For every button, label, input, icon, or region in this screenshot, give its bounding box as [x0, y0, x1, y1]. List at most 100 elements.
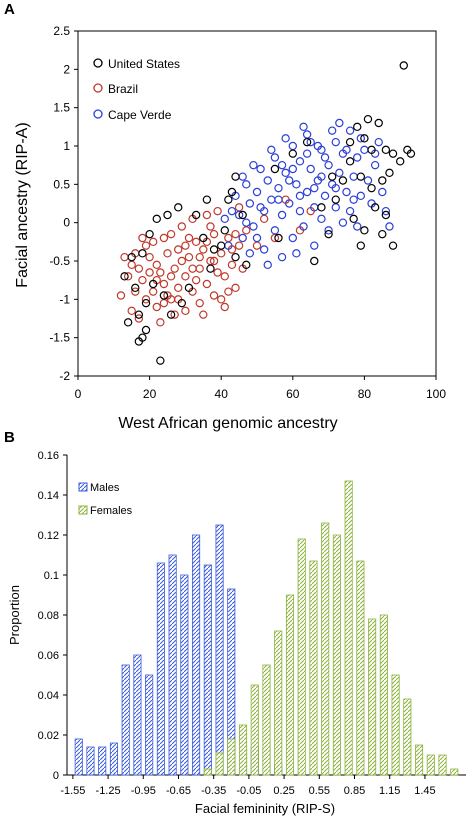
point-brazil	[166, 229, 176, 239]
point-brazil	[148, 287, 158, 296]
x-tick-label-b: -1.25	[96, 785, 121, 797]
point-cape-verde	[349, 172, 358, 181]
point-united-states	[224, 195, 233, 204]
point-cape-verde	[342, 145, 351, 155]
point-cape-verde	[295, 191, 305, 201]
point-united-states	[374, 118, 383, 128]
bar-males	[74, 738, 83, 776]
point-brazil	[174, 283, 183, 293]
point-cape-verde	[295, 157, 305, 166]
legend-label-cape-verde: Cape Verde	[108, 108, 172, 122]
point-brazil	[177, 222, 187, 231]
point-united-states	[141, 325, 151, 335]
point-cape-verde	[288, 233, 297, 243]
point-united-states	[141, 298, 151, 308]
point-brazil	[195, 252, 204, 262]
bar-females	[438, 754, 447, 776]
point-brazil	[166, 272, 176, 281]
plot-a-frame	[77, 30, 437, 377]
bar-females	[356, 560, 365, 776]
point-brazil	[141, 295, 151, 304]
point-brazil	[127, 306, 136, 316]
point-united-states	[367, 145, 376, 155]
point-cape-verde	[274, 183, 283, 193]
point-brazil	[206, 222, 215, 231]
point-brazil	[184, 252, 194, 262]
point-united-states	[134, 310, 144, 319]
point-united-states	[131, 283, 140, 293]
point-brazil	[234, 203, 244, 212]
y-tick-label-a: 1.5	[53, 101, 70, 115]
point-cape-verde	[353, 153, 362, 162]
point-united-states	[367, 183, 376, 193]
bar-females	[379, 614, 388, 776]
point-brazil	[184, 233, 194, 243]
point-united-states	[324, 229, 333, 239]
point-brazil	[181, 306, 190, 316]
point-cape-verde	[285, 176, 294, 185]
point-brazil	[195, 298, 204, 308]
point-cape-verde	[302, 187, 312, 197]
point-cape-verde	[281, 134, 290, 143]
point-brazil	[220, 272, 229, 281]
y-tick-label-a: -1.5	[49, 331, 70, 345]
point-united-states	[381, 145, 391, 155]
point-united-states	[363, 114, 373, 124]
point-cape-verde	[288, 164, 297, 174]
point-cape-verde	[227, 206, 237, 216]
y-axis-a: 2.5 2 1.5 1 0.5 0 -0.5 -1 -1.5 -2	[49, 24, 78, 383]
point-united-states	[288, 149, 297, 158]
panel-b-label: B	[4, 429, 15, 446]
bar-females	[321, 522, 330, 776]
panel-a-scatter: A 2.521.510.50-0.5-1-1.5-2 0 20 40 60 80 100 …	[4, 1, 446, 432]
point-brazil	[242, 226, 251, 235]
point-cape-verde	[342, 187, 351, 197]
point-cape-verde	[317, 172, 326, 181]
point-brazil	[234, 241, 244, 250]
point-cape-verde	[317, 214, 326, 224]
point-united-states	[220, 226, 229, 235]
point-united-states	[184, 283, 194, 293]
y-axis-b: 0.16 0.14 0.12 0.1 0.08 0.06 0.04 0.02 0	[38, 450, 67, 782]
point-cape-verde	[335, 168, 344, 178]
bar-females	[215, 752, 224, 776]
point-brazil	[134, 314, 144, 323]
bar-females	[274, 630, 283, 776]
point-brazil	[209, 229, 219, 239]
point-brazil	[145, 268, 154, 277]
point-brazil	[181, 241, 190, 250]
point-cape-verde	[220, 214, 229, 224]
point-cape-verde	[234, 210, 244, 220]
legend-label-united-states: United States	[108, 57, 180, 71]
legend-marker-brazil	[93, 83, 103, 93]
point-united-states	[127, 252, 136, 262]
y-tick-label-b: 0.16	[38, 450, 59, 462]
point-brazil	[209, 256, 219, 266]
point-cape-verde	[299, 122, 308, 132]
y-axis-title-a: Facial ancestry (RIP-A)	[14, 122, 31, 287]
x-tick-label-a: 80	[358, 387, 372, 401]
point-united-states	[206, 264, 215, 273]
point-cape-verde	[263, 260, 272, 270]
point-united-states	[327, 172, 337, 181]
point-brazil	[191, 237, 201, 247]
point-united-states	[199, 233, 208, 243]
bar-males	[86, 746, 95, 776]
point-brazil	[216, 295, 226, 304]
x-axis-a: 0 20 40 60 80 100	[75, 376, 446, 401]
point-united-states	[331, 195, 340, 204]
x-tick-label-b: -1.55	[60, 785, 85, 797]
point-united-states	[231, 172, 240, 181]
point-brazil	[170, 310, 179, 319]
point-united-states	[159, 291, 169, 300]
point-united-states	[353, 122, 362, 132]
histogram-bars	[74, 480, 459, 776]
point-united-states	[388, 241, 398, 250]
x-tick-label-a: 0	[75, 387, 82, 401]
bar-males	[180, 574, 189, 776]
x-tick-label-b: -0.05	[236, 785, 261, 797]
point-cape-verde	[356, 191, 366, 201]
point-brazil	[127, 260, 136, 270]
point-brazil	[191, 275, 201, 285]
point-cape-verde	[385, 222, 394, 231]
